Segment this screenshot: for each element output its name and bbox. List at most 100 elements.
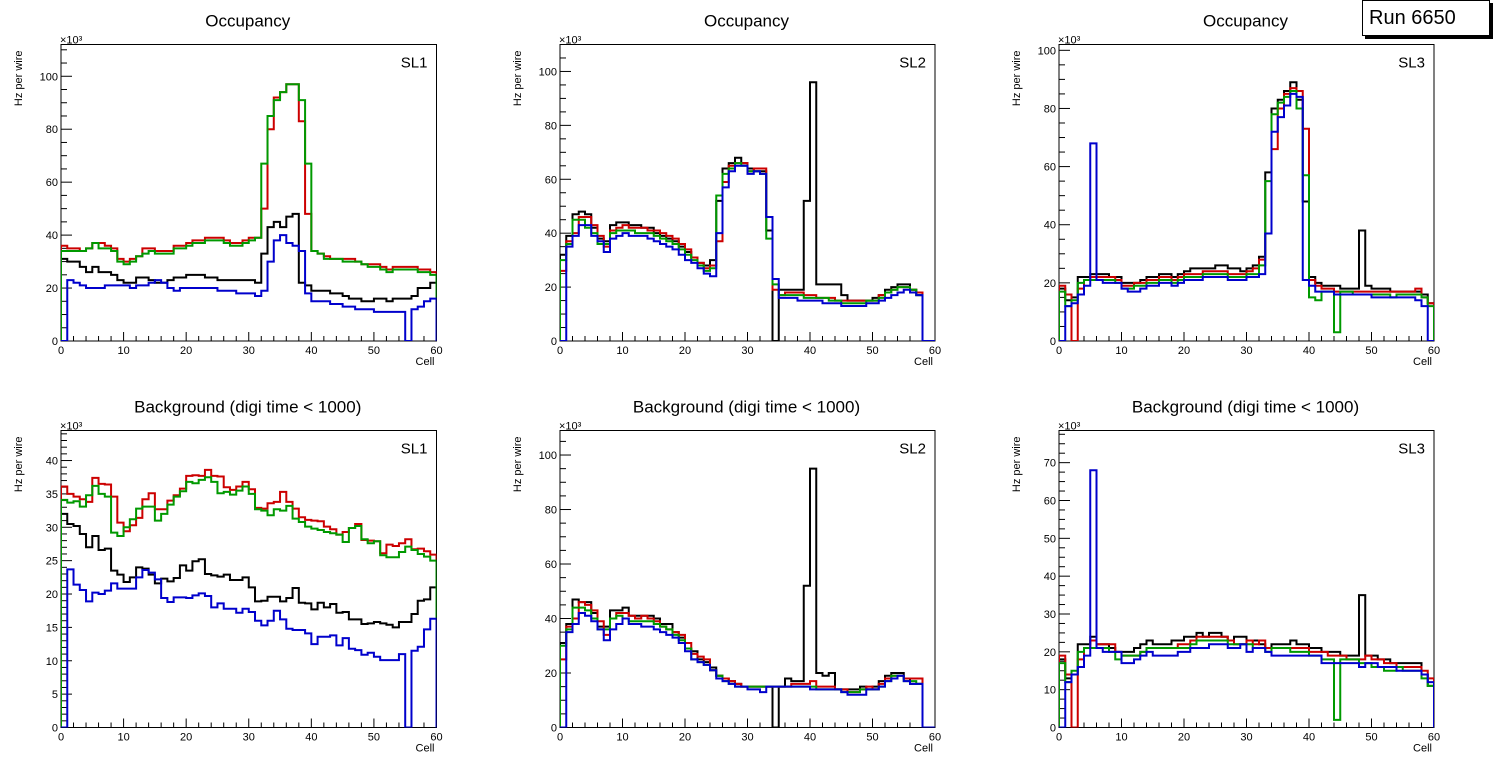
x-axis-label: Cell: [914, 356, 933, 368]
y-axis-label: Hz per wire: [1011, 437, 1023, 493]
y-tick-label: 20: [1044, 647, 1056, 659]
y-tick-label: 100: [1038, 45, 1056, 57]
series-blue-histogram: [61, 234, 437, 341]
panel-title: Occupancy: [205, 12, 291, 31]
y-exponent-label: ×10³: [1058, 421, 1081, 433]
superlayer-tag: SL3: [1398, 441, 1425, 458]
x-tick-label: 50: [368, 732, 380, 744]
y-tick-label: 30: [1044, 609, 1056, 621]
y-tick-label: 0: [551, 336, 557, 348]
y-tick-label: 25: [46, 556, 58, 568]
x-tick-label: 30: [741, 732, 753, 744]
y-tick-label: 100: [539, 66, 557, 78]
x-tick-label: 20: [180, 732, 192, 744]
series-blue-histogram: [1059, 469, 1434, 728]
run-label-box: Run 6650: [1362, 0, 1490, 36]
series-red-histogram: [560, 601, 935, 728]
y-tick-label: 60: [46, 177, 58, 189]
y-tick-label: 40: [46, 456, 58, 468]
panel-title: Background (digi time < 1000): [134, 398, 361, 417]
panel-4: Background (digi time < 1000) 0 10 20 30 40 50…: [13, 398, 443, 755]
y-axis-label: Hz per wire: [13, 437, 25, 493]
y-exponent-label: ×10³: [559, 421, 582, 433]
y-tick-label: 30: [46, 522, 58, 534]
superlayer-tag: SL1: [401, 441, 428, 458]
x-tick-label: 60: [430, 345, 442, 357]
series-black-histogram: [61, 212, 437, 341]
series-black-histogram: [1059, 594, 1434, 728]
y-exponent-label: ×10³: [60, 421, 83, 433]
panel-2: Occupancy 0 10 20 30 40 50 60 0 20 40 60 80 100 ×10³ Ce…: [512, 12, 941, 369]
superlayer-tag: SL3: [1398, 55, 1425, 72]
y-tick-label: 20: [545, 282, 557, 294]
series-black-histogram: [560, 81, 935, 341]
y-tick-label: 60: [1044, 162, 1056, 174]
y-tick-label: 60: [1044, 495, 1056, 507]
y-tick-label: 40: [545, 228, 557, 240]
series-red-histogram: [61, 468, 437, 728]
series-green-histogram: [1059, 639, 1434, 728]
y-exponent-label: ×10³: [559, 35, 582, 47]
y-tick-label: 15: [46, 622, 58, 634]
series-red-histogram: [1059, 87, 1434, 341]
panel-5: Background (digi time < 1000) 0 10 20 30 40 50…: [512, 398, 941, 755]
y-tick-label: 100: [539, 450, 557, 462]
y-tick-label: 100: [40, 71, 58, 83]
x-tick-label: 20: [679, 345, 691, 357]
x-tick-label: 0: [1056, 732, 1062, 744]
y-tick-label: 20: [46, 589, 58, 601]
series-green-histogram: [560, 162, 935, 341]
y-axis-label: Hz per wire: [13, 51, 25, 107]
y-tick-label: 35: [46, 489, 58, 501]
x-tick-label: 50: [866, 732, 878, 744]
x-tick-label: 60: [1428, 732, 1440, 744]
x-tick-label: 20: [180, 345, 192, 357]
x-tick-label: 10: [616, 732, 628, 744]
y-tick-label: 80: [545, 120, 557, 132]
x-tick-label: 20: [1178, 345, 1190, 357]
x-axis-label: Cell: [1413, 356, 1432, 368]
x-axis-label: Cell: [914, 743, 933, 755]
y-tick-label: 20: [46, 283, 58, 295]
series-black-histogram: [61, 512, 437, 728]
y-tick-label: 60: [545, 174, 557, 186]
panel-1: Occupancy 0 10 20 30 40 50 60 0 20 40 60 80 100 ×10³ Ce…: [13, 12, 443, 369]
panel-6: Background (digi time < 1000) 0 10 20 30 40 50…: [1011, 398, 1440, 755]
y-tick-label: 10: [1044, 685, 1056, 697]
x-tick-label: 20: [679, 732, 691, 744]
y-tick-label: 40: [545, 614, 557, 626]
x-tick-label: 50: [368, 345, 380, 357]
x-tick-label: 30: [1240, 345, 1252, 357]
series-green-histogram: [61, 83, 437, 341]
y-tick-label: 0: [551, 723, 557, 735]
y-tick-label: 5: [52, 689, 58, 701]
series-red-histogram: [560, 162, 935, 341]
x-tick-label: 30: [243, 732, 255, 744]
panel-title: Background (digi time < 1000): [1132, 398, 1359, 417]
y-tick-label: 20: [545, 668, 557, 680]
y-tick-label: 0: [52, 336, 58, 348]
y-tick-label: 10: [46, 656, 58, 668]
x-axis-label: Cell: [1413, 743, 1432, 755]
x-tick-label: 0: [58, 732, 64, 744]
y-axis-label: Hz per wire: [512, 437, 524, 493]
x-tick-label: 10: [117, 345, 129, 357]
x-tick-label: 20: [1178, 732, 1190, 744]
x-tick-label: 10: [117, 732, 129, 744]
x-tick-label: 40: [804, 345, 816, 357]
x-tick-label: 0: [557, 732, 563, 744]
panel-title: Occupancy: [704, 12, 790, 31]
y-tick-label: 80: [545, 505, 557, 517]
y-tick-label: 40: [1044, 220, 1056, 232]
series-blue-histogram: [560, 164, 935, 341]
x-tick-label: 0: [1056, 345, 1062, 357]
series-red-histogram: [61, 83, 437, 341]
y-tick-label: 60: [545, 559, 557, 571]
superlayer-tag: SL2: [899, 55, 926, 72]
y-tick-label: 70: [1044, 458, 1056, 470]
plot-frame: [60, 44, 437, 342]
x-tick-label: 60: [929, 732, 941, 744]
superlayer-tag: SL1: [401, 55, 428, 72]
x-tick-label: 40: [804, 732, 816, 744]
